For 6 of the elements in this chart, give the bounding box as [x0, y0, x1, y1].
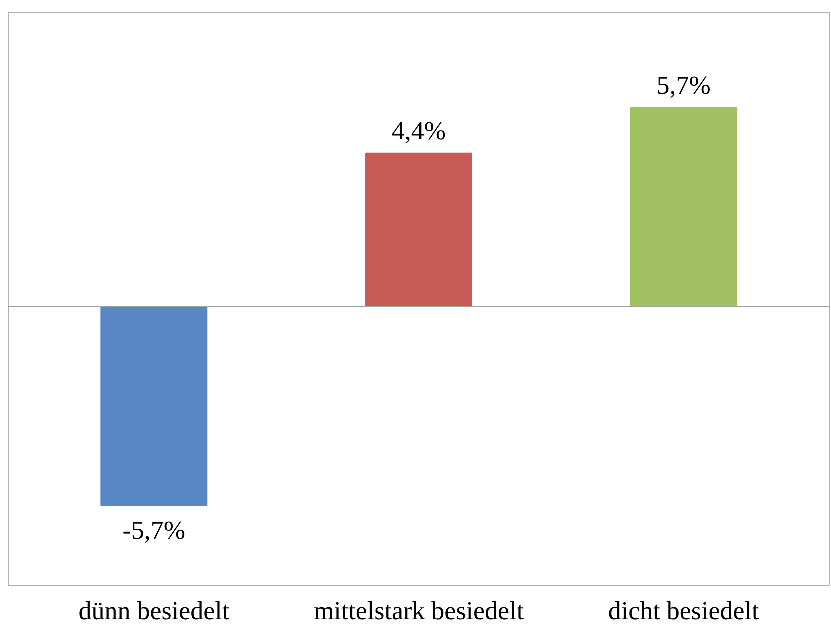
- x-tick-label: mittelstark besiedelt: [314, 596, 525, 626]
- x-tick-label: dünn besiedelt: [78, 596, 230, 626]
- data-label: 4,4%: [392, 116, 446, 146]
- data-label: 5,7%: [656, 71, 711, 100]
- x-tick-label: dicht besiedelt: [608, 596, 760, 626]
- data-label: -5,7%: [122, 516, 186, 545]
